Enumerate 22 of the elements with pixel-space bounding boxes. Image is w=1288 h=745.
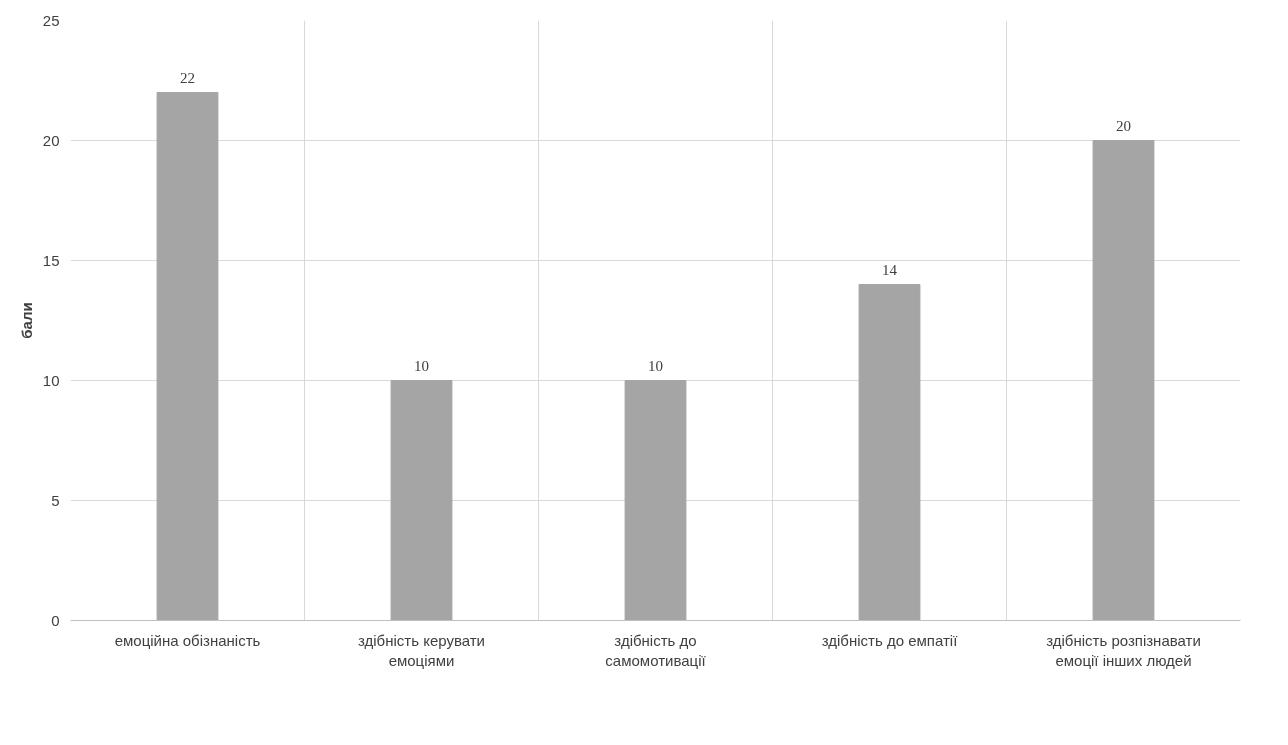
x-tick-label: емоційна обізнаність xyxy=(114,631,261,649)
data-label: 22 xyxy=(180,69,195,86)
x-tick-label: здібність керувати емоціями xyxy=(358,631,486,669)
data-label: 10 xyxy=(648,357,663,374)
data-label: 10 xyxy=(414,357,429,374)
y-tick-label: 5 xyxy=(51,491,60,509)
data-label: 14 xyxy=(882,261,898,278)
data-label: 20 xyxy=(1116,117,1131,134)
y-tick-label: 0 xyxy=(51,611,60,629)
y-axis-title: бали xyxy=(17,302,35,339)
bar xyxy=(156,92,219,621)
x-tick-label: здібність до самомотивації xyxy=(605,631,707,669)
y-tick-label: 10 xyxy=(42,371,60,389)
y-tick-label: 20 xyxy=(42,131,60,149)
bar xyxy=(1092,140,1155,621)
x-tick-label: здібність до емпатії xyxy=(821,631,959,649)
bar xyxy=(624,380,687,621)
bar xyxy=(858,284,921,621)
x-tick-label: здібність розпізнавати емоції інших людей xyxy=(1046,631,1201,669)
bar xyxy=(390,380,453,621)
y-tick-label: 25 xyxy=(42,11,60,29)
y-tick-label: 15 xyxy=(42,251,60,269)
